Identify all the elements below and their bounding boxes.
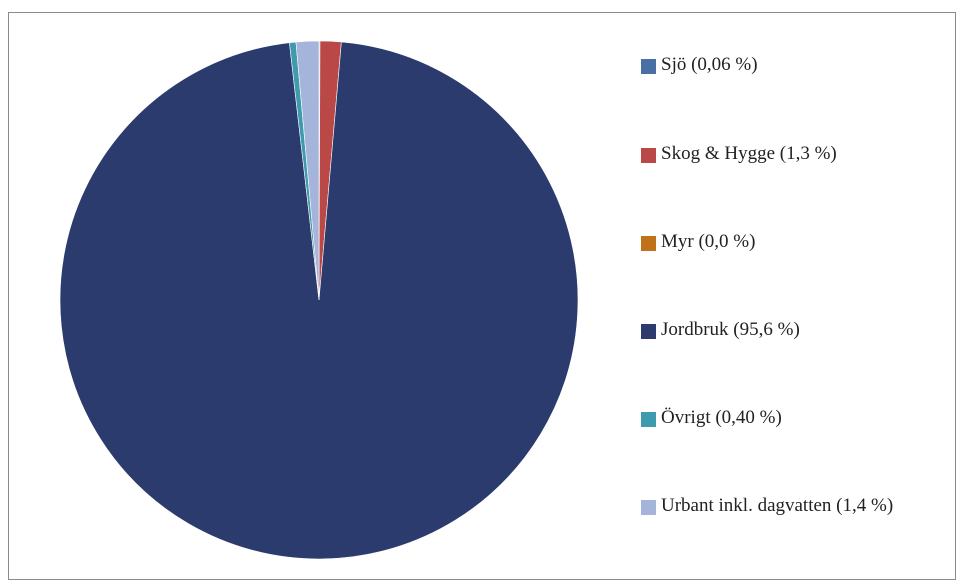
legend-label: Urbant inkl. dagvatten (1,4 %): [661, 495, 894, 516]
legend-swatch: [641, 148, 656, 163]
legend-swatch: [641, 324, 656, 339]
chart-frame: Sjö (0,06 %) Skog & Hygge (1,3 %) Myr (0…: [8, 12, 956, 580]
legend-item-skog: Skog & Hygge (1,3 %): [641, 143, 941, 168]
legend-swatch: [641, 59, 656, 74]
legend-label: Sjö (0,06 %): [661, 54, 758, 75]
legend-item-urbant: Urbant inkl. dagvatten (1,4 %): [641, 495, 941, 520]
legend-item-myr: Myr (0,0 %): [641, 231, 941, 256]
legend-item-jordbruk: Jordbruk (95,6 %): [641, 319, 941, 344]
legend-label: Övrigt (0,40 %): [661, 407, 782, 428]
legend-label: Skog & Hygge (1,3 %): [661, 143, 837, 164]
legend-label: Myr (0,0 %): [661, 231, 756, 252]
legend-item-ovrigt: Övrigt (0,40 %): [641, 407, 941, 432]
pie-slice-5: [295, 40, 320, 301]
legend-swatch: [641, 412, 656, 427]
legend-swatch: [641, 500, 656, 515]
pie-slice-3: [59, 41, 579, 560]
legend-item-sjo: Sjö (0,06 %): [641, 54, 941, 79]
legend-swatch: [641, 236, 656, 251]
pie-chart: [59, 40, 579, 560]
legend-label: Jordbruk (95,6 %): [661, 319, 800, 340]
